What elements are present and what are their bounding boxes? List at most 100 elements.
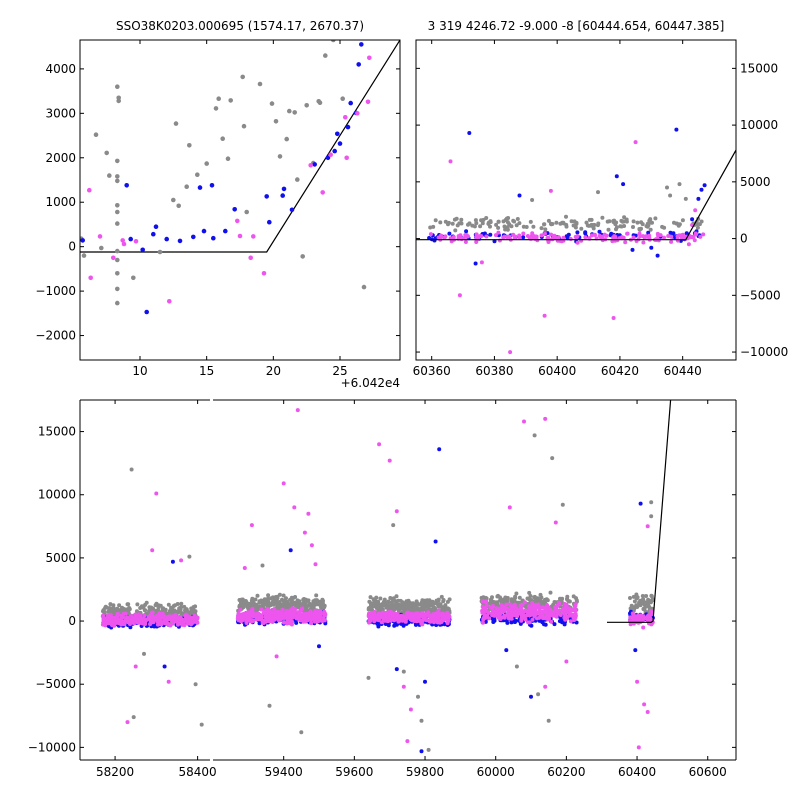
panel-bottom-point-magenta (573, 604, 578, 609)
panel-bottom-point-magenta (399, 616, 404, 621)
panel-top-right-point-magenta (484, 234, 489, 239)
panel-top-right-point-gray (454, 216, 459, 221)
panel-bottom-point-magenta (381, 610, 386, 615)
panel-top-left-point-gray (220, 136, 225, 141)
panel-bottom-point-gray (552, 600, 557, 604)
panel-bottom-xtick-label: 59600 (335, 765, 373, 779)
panel-bottom-point-gray (400, 600, 405, 605)
panel-bottom-point-magenta (280, 614, 284, 618)
panel-bottom-point-gray (293, 595, 298, 599)
panel-bottom-point-magenta (566, 608, 571, 613)
panel-bottom-point-gray (484, 596, 489, 601)
panel-bottom-point-blue (392, 623, 397, 628)
panel-bottom-point-blue (633, 648, 638, 653)
panel-bottom-point-blue (294, 620, 299, 625)
panel-bottom-point-magenta (309, 543, 314, 548)
panel-top-right-point-gray (648, 217, 653, 222)
panel-bottom-point-gray (543, 600, 548, 605)
panel-top-left-point-gray (176, 203, 181, 209)
panel-top-right-point-gray (524, 225, 529, 229)
panel-top-left-point-gray (115, 271, 120, 276)
panel-bottom-point-gray (419, 718, 424, 723)
panel-bottom-point-magenta (372, 609, 377, 614)
panel-bottom-point-blue (386, 623, 391, 628)
panel-bottom-point-gray (199, 722, 204, 727)
panel-bottom-point-magenta (405, 616, 410, 621)
panel-top-right-point-gray (496, 219, 501, 224)
panel-top-right-point-gray (677, 182, 682, 187)
panel-top-right-point-magenta (693, 231, 698, 236)
panel-bottom-point-gray (525, 596, 530, 601)
panel-bottom-point-gray (481, 595, 486, 600)
panel-bottom-point-magenta (119, 622, 124, 627)
panel-bottom-point-magenta (438, 613, 443, 618)
panel-bottom-point-magenta (302, 530, 307, 535)
panel-bottom-point-magenta (291, 610, 296, 615)
panel-bottom-point-magenta (285, 621, 290, 626)
panel-bottom-point-gray (416, 694, 420, 699)
panel-top-left-point-magenta (355, 111, 360, 116)
panel-top-right-point-gray (478, 224, 483, 229)
panel-bottom-point-magenta (415, 617, 420, 622)
panel-bottom-point-magenta (274, 654, 279, 659)
panel-bottom-point-gray (381, 599, 386, 604)
panel-bottom-point-magenta (480, 604, 485, 609)
panel-top-right-point-magenta (675, 234, 680, 239)
panel-bottom-point-magenta (541, 616, 545, 621)
panel-bottom-point-magenta (179, 558, 184, 563)
panel-top-left-point-gray (300, 254, 306, 259)
panel-top-left-point-blue (332, 148, 338, 154)
panel-bottom-xtick-label: 58200 (96, 765, 134, 779)
panel-top-right-point-magenta (539, 233, 544, 238)
panel-bottom-point-magenta (133, 664, 138, 669)
panel-bottom-point-gray (107, 606, 112, 610)
panel-bottom-point-gray (438, 604, 442, 609)
panel-bottom-point-gray (117, 603, 122, 608)
panel-bottom-point-blue (638, 501, 643, 506)
panel-top-right-point-magenta (666, 234, 671, 238)
panel-top-left-xtick-label: 20 (266, 364, 281, 378)
panel-bottom-point-gray (281, 593, 286, 598)
panel-bottom-point-blue (152, 624, 157, 629)
panel-top-right-ytick-label: −10000 (740, 345, 788, 359)
panel-bottom-point-magenta (279, 617, 284, 621)
panel-top-right-point-gray (635, 220, 640, 225)
panel-top-right-point-magenta (428, 232, 433, 237)
panel-top-right-point-gray (660, 224, 665, 229)
panel-top-left-point-magenta (120, 238, 125, 243)
panel-top-left-point-blue (201, 228, 207, 234)
panel-bottom-point-gray (641, 601, 646, 605)
panel-bottom-point-magenta (530, 601, 535, 605)
panel-top-right-point-magenta (546, 235, 551, 240)
panel-top-right-title: 3 319 4246.72 -9.000 -8 [60444.654, 6044… (428, 19, 725, 33)
panel-bottom-point-gray (396, 598, 401, 603)
panel-top-right-point-magenta (534, 235, 539, 240)
panel-bottom-point-gray (314, 598, 319, 603)
panel-top-right-point-gray (619, 218, 624, 223)
panel-bottom-point-magenta (138, 618, 143, 623)
panel-bottom-point-magenta (125, 720, 130, 725)
panel-top-right-point-gray (507, 222, 512, 227)
panel-bottom-point-magenta (545, 613, 550, 617)
panel-bottom-point-magenta (100, 614, 105, 619)
panel-bottom-point-magenta (515, 614, 520, 619)
panel-bottom-point-gray (371, 597, 376, 602)
panel-top-right-point-blue (488, 232, 493, 237)
panel-bottom-point-gray (649, 514, 654, 519)
panel-bottom-point-magenta (539, 611, 544, 616)
panel-bottom-point-blue (529, 694, 533, 699)
panel-bottom-point-gray (253, 597, 258, 602)
panel-top-right-point-blue (521, 235, 526, 240)
panel-top-left-point-gray (115, 248, 120, 254)
panel-top-right-point-magenta (701, 232, 706, 237)
panel-top-right-point-gray (665, 185, 669, 190)
panel-bottom-point-blue (383, 622, 388, 626)
panel-top-left-point-gray (323, 53, 328, 58)
panel-top-right-point-blue (473, 261, 478, 266)
panel-top-left-point-magenta (88, 275, 93, 281)
panel-top-right-point-magenta (583, 235, 588, 240)
panel-bottom-point-gray (536, 692, 541, 697)
panel-top-right-point-gray (467, 221, 472, 226)
panel-bottom-point-gray (322, 603, 327, 608)
panel-top-right-point-gray (546, 218, 551, 223)
